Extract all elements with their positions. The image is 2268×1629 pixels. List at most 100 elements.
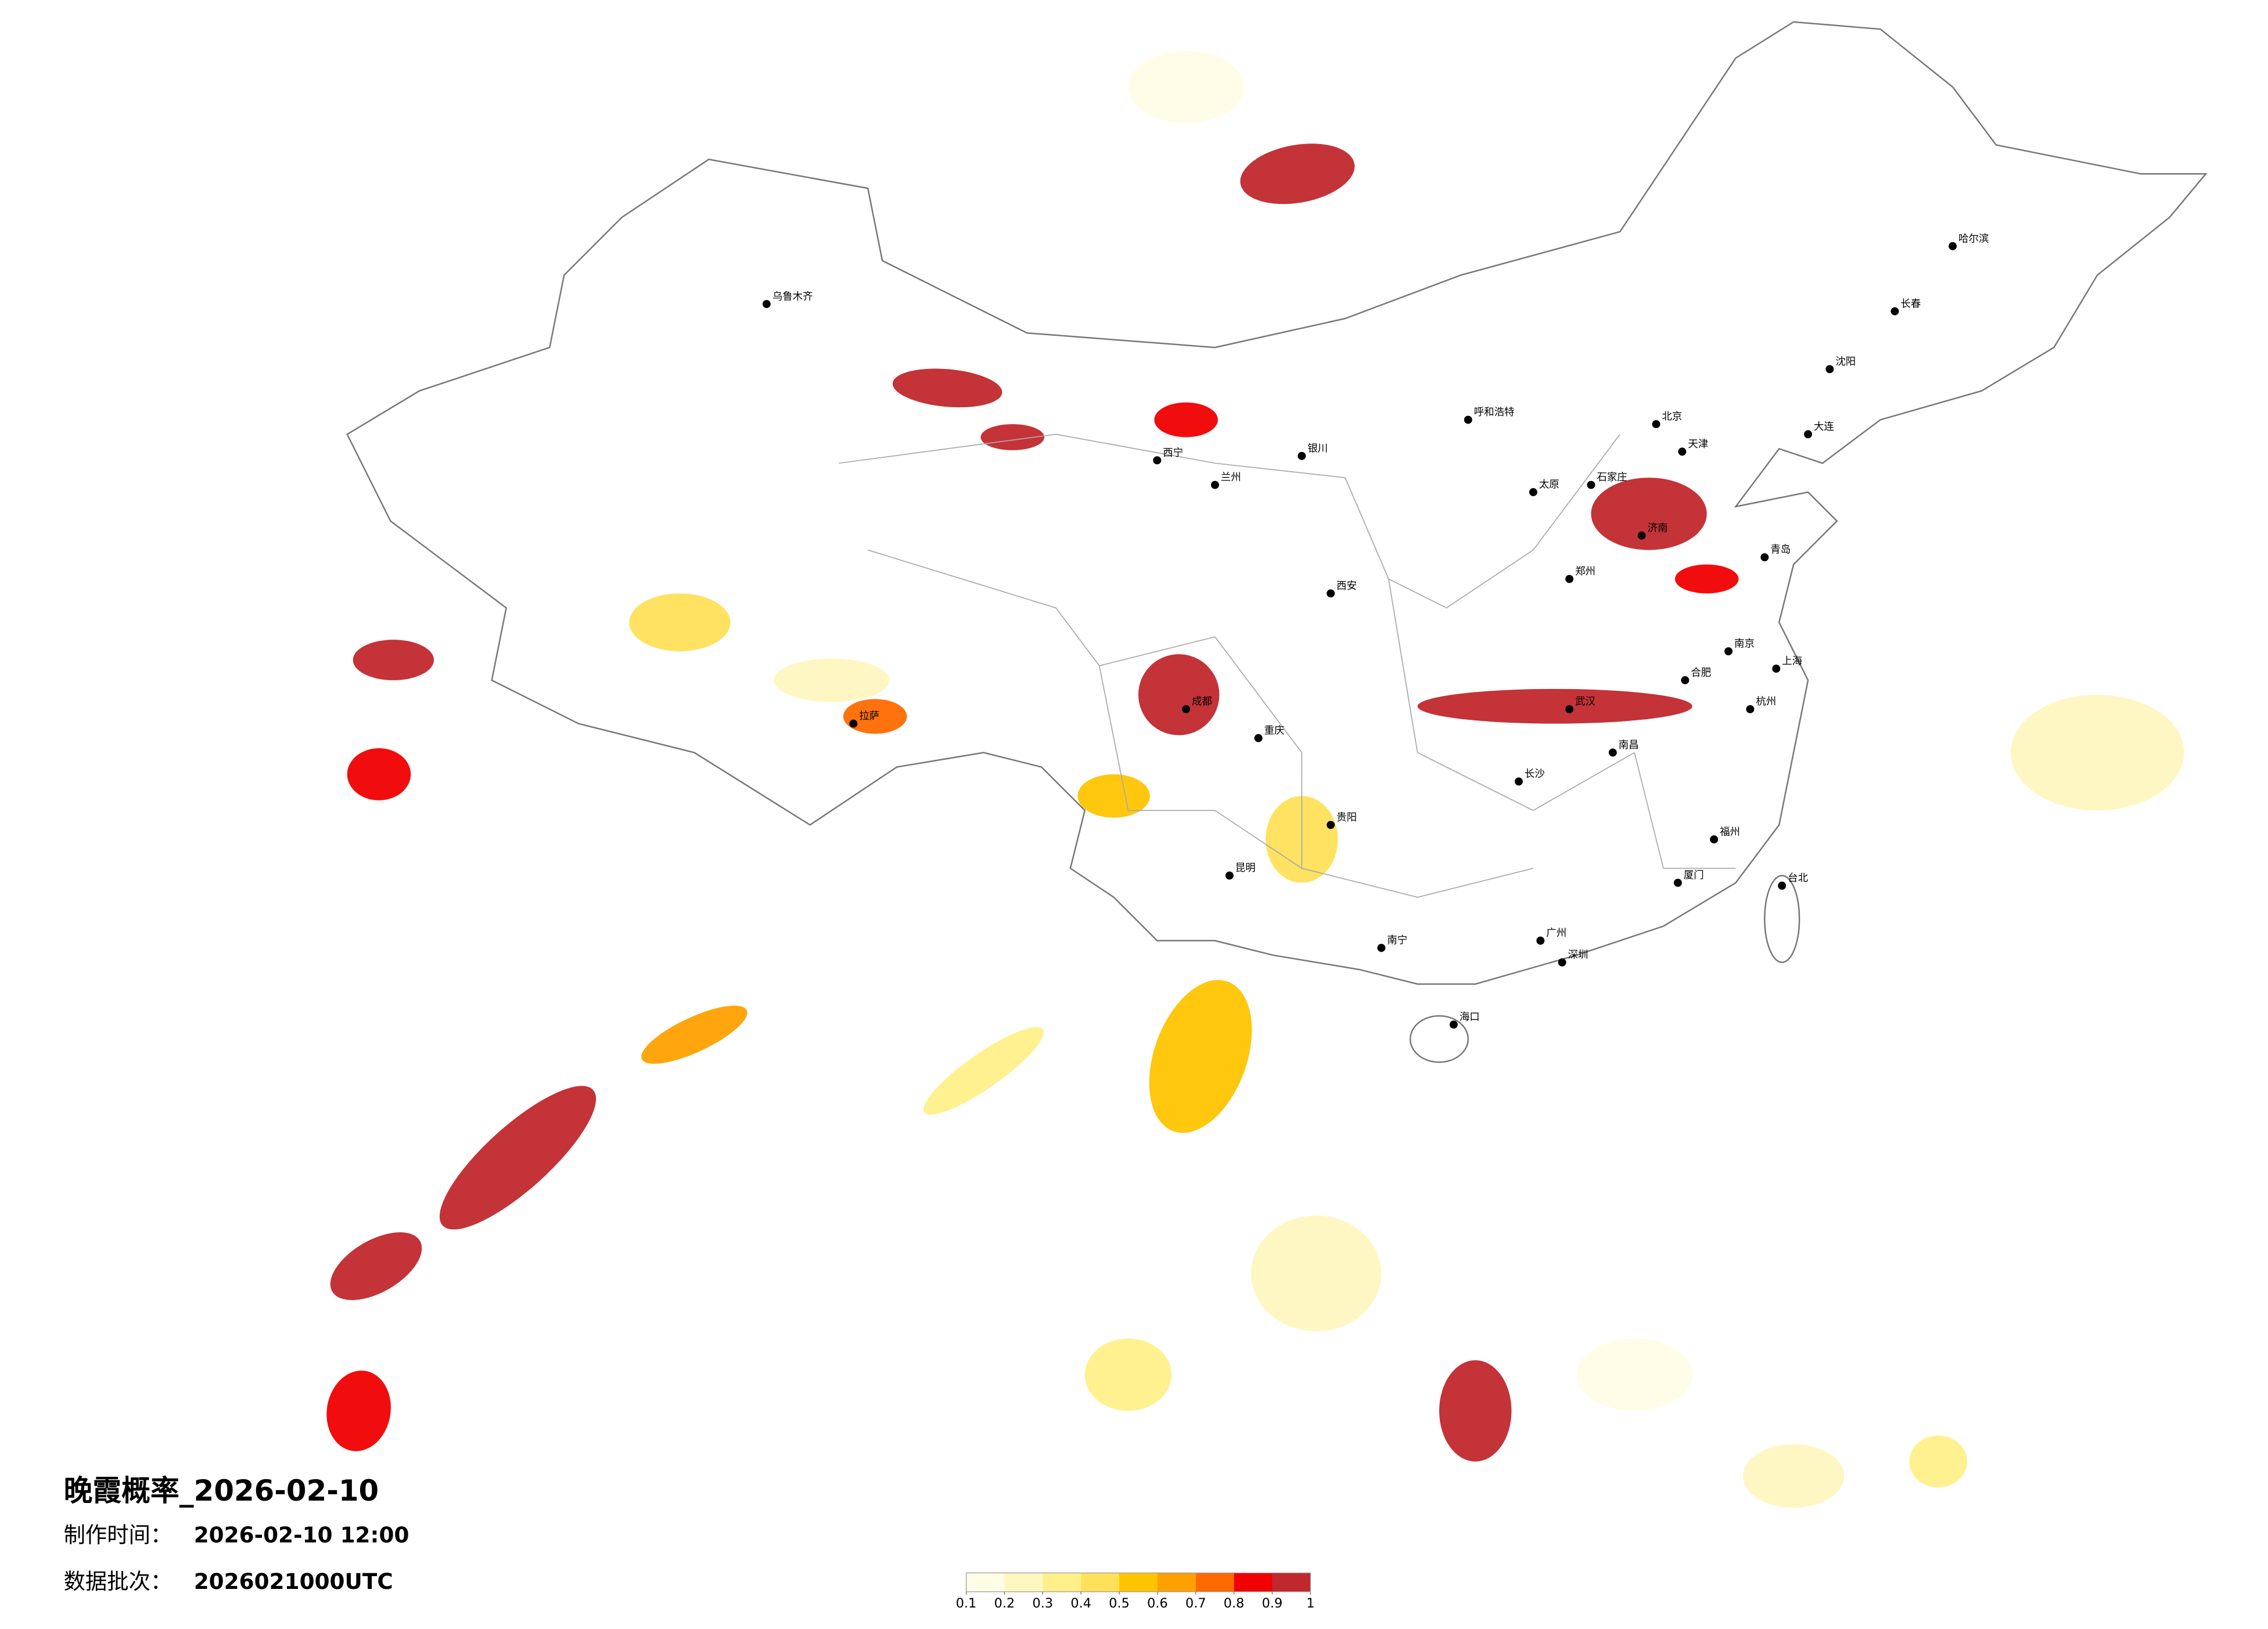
probability-area: [641, 1005, 747, 1064]
city-label: 成都: [1192, 696, 1212, 708]
city-label: 哈尔滨: [1958, 233, 1989, 245]
country-outline: [346, 21, 2208, 985]
probability-area: [774, 658, 890, 702]
probability-area: [353, 640, 434, 680]
city-label: 石家庄: [1597, 472, 1627, 483]
city-dot: [1464, 415, 1472, 424]
probability-area: [1149, 979, 1252, 1133]
probability-area: [1138, 654, 1220, 735]
city-label: 青岛: [1770, 544, 1791, 556]
colorbar-tick-label: 0.6: [1147, 1596, 1168, 1611]
city-label: 天津: [1688, 439, 1708, 450]
city-label: 海口: [1460, 1011, 1480, 1023]
city-dot: [1681, 676, 1690, 684]
probability-area: [1251, 1215, 1382, 1332]
colorbar-swatch: [1081, 1573, 1120, 1592]
city-dot: [1182, 705, 1191, 713]
city-dot: [849, 719, 858, 728]
city-dot: [1254, 734, 1263, 742]
colorbar: 0.1 0.2 0.3 0.4 0.5 0.6 0.7 0.8 0.9 1: [956, 1572, 1314, 1611]
city-label: 南京: [1734, 638, 1755, 650]
city-dot: [1565, 575, 1574, 583]
colorbar-tick-label: 0.4: [1070, 1596, 1091, 1611]
probability-area: [1439, 1360, 1512, 1462]
city-dot: [1804, 430, 1813, 439]
made-label: 制作时间：: [64, 1522, 172, 1548]
province-lines: [839, 433, 1736, 898]
city-dot: [1746, 705, 1755, 713]
batch-label: 数据批次：: [64, 1569, 172, 1594]
probability-area: [923, 1027, 1044, 1115]
city-dot: [1673, 878, 1682, 887]
colorbar-tick-label: 0.3: [1033, 1596, 1054, 1611]
probability-area: [1077, 774, 1150, 818]
city-label: 上海: [1782, 655, 1802, 667]
probability-area: [1128, 51, 1244, 124]
colorbar-swatch: [1234, 1573, 1273, 1592]
batch-id: 2026021000UTC: [194, 1569, 393, 1594]
colorbar-frame: [965, 1572, 1311, 1592]
city-dot: [762, 300, 771, 308]
probability-area: [1417, 688, 1692, 724]
map-title: 晚霞概率_2026-02-10: [64, 1474, 379, 1508]
probability-area: [980, 424, 1045, 450]
city-label: 深圳: [1568, 949, 1588, 961]
probability-area: [1576, 1339, 1692, 1411]
colorbar-swatch: [1119, 1573, 1158, 1592]
city-dot: [1949, 242, 1957, 250]
city-dot: [1558, 958, 1566, 967]
colorbar-tick-label: 0.7: [1185, 1596, 1206, 1611]
probability-area: [892, 368, 1002, 408]
probability-area: [1591, 478, 1707, 550]
taiwan-outline: [1764, 874, 1800, 963]
city-label: 杭州: [1756, 696, 1776, 708]
city-label: 南宁: [1387, 935, 1407, 946]
probability-area: [1742, 1444, 1845, 1508]
city-dot: [1724, 647, 1733, 656]
probability-area: [629, 593, 731, 652]
probability-area: [843, 699, 907, 734]
probability-area: [326, 1370, 391, 1451]
probability-area: [1084, 1339, 1172, 1411]
city-label: 济南: [1648, 522, 1668, 534]
city-dot: [1710, 835, 1719, 844]
city-label: 大连: [1814, 421, 1834, 433]
probability-area: [347, 748, 411, 801]
colorbar-tick-label: 0.8: [1224, 1596, 1245, 1611]
probability-area: [330, 1232, 422, 1300]
hainan-outline: [1409, 1015, 1469, 1063]
city-label: 长春: [1900, 298, 1921, 310]
city-dot: [1377, 943, 1386, 952]
city-label: 郑州: [1575, 566, 1595, 577]
probability-area: [439, 1086, 596, 1230]
city-dot: [1153, 456, 1162, 465]
city-label: 长沙: [1525, 769, 1545, 780]
city-dot: [1514, 777, 1523, 786]
city-label: 南昌: [1619, 740, 1639, 751]
colorbar-swatch: [1004, 1573, 1043, 1592]
city-label: 兰州: [1221, 472, 1241, 483]
colorbar-tick-label: 0.1: [956, 1596, 977, 1611]
city-dot: [1890, 307, 1899, 315]
city-dot: [1536, 937, 1545, 945]
probability-area: [2010, 694, 2184, 811]
colorbar-tick-label: 0.2: [994, 1596, 1015, 1611]
city-dot: [1778, 881, 1787, 890]
colorbar-swatch: [1157, 1573, 1196, 1592]
city-dot: [1210, 480, 1219, 489]
probability-layer: [326, 51, 2184, 1508]
colorbar-swatch: [1272, 1573, 1311, 1592]
city-label: 广州: [1546, 928, 1566, 939]
city-dot: [1608, 748, 1617, 757]
city-label: 武汉: [1575, 696, 1595, 708]
probability-area: [1909, 1435, 1967, 1488]
probability-area: [1240, 143, 1355, 204]
city-label: 台北: [1788, 873, 1808, 884]
city-label: 乌鲁木齐: [772, 291, 813, 303]
city-label: 重庆: [1264, 725, 1285, 737]
city-dot: [1678, 447, 1687, 456]
city-dot: [1587, 480, 1595, 489]
